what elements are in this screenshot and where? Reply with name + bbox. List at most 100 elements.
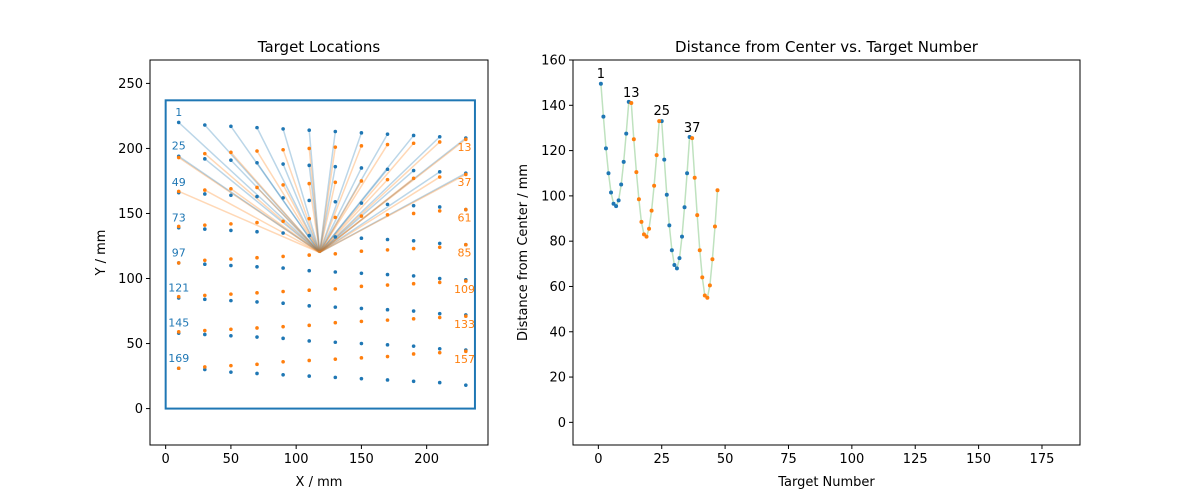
peak-annotation: 37: [684, 121, 701, 136]
blue-distance-point: [680, 234, 685, 239]
orange-target-point: [203, 151, 207, 156]
orange-distance-point: [631, 137, 636, 142]
blue-target-point: [255, 160, 259, 165]
blue-target-point: [464, 383, 468, 387]
target-ray: [178, 155, 321, 254]
blue-target-point: [255, 265, 259, 269]
orange-target-point: [255, 149, 259, 153]
blue-distance-point: [603, 146, 608, 151]
orange-target-point: [333, 252, 338, 256]
blue-target-point: [307, 339, 312, 343]
left-y-axis-label: Y / mm: [94, 230, 109, 277]
blue-distance-point: [616, 198, 621, 203]
right-x-tick-label: 125: [903, 452, 928, 467]
orange-target-point: [385, 142, 390, 147]
orange-target-point: [281, 147, 285, 152]
left-y-tick-label: 250: [118, 77, 143, 92]
orange-target-point: [281, 219, 285, 224]
target-number-label: 145: [168, 317, 189, 330]
orange-distance-point: [634, 170, 639, 175]
blue-target-point: [307, 374, 312, 378]
blue-target-point: [333, 305, 338, 309]
right-x-axis-label: Target Number: [777, 475, 875, 490]
target-ray: [308, 183, 321, 253]
orange-distance-point: [639, 219, 644, 224]
blue-target-point: [281, 196, 285, 200]
orange-target-point: [411, 317, 416, 321]
orange-target-point: [333, 357, 338, 361]
blue-distance-point: [624, 131, 629, 136]
orange-target-point: [176, 224, 181, 229]
target-number-label: 109: [454, 283, 475, 296]
orange-distance-point: [710, 257, 715, 262]
orange-target-point: [229, 363, 233, 368]
blue-target-point: [203, 157, 207, 161]
blue-target-point: [229, 370, 233, 374]
blue-distance-point: [664, 192, 669, 197]
blue-target-point: [411, 203, 416, 208]
blue-target-point: [255, 335, 259, 339]
orange-distance-point: [700, 275, 705, 280]
orange-distance-point: [712, 224, 717, 229]
left-chart-title: Target Locations: [257, 38, 381, 56]
blue-distance-point: [672, 262, 677, 267]
orange-target-point: [411, 176, 416, 181]
target-ray: [319, 169, 415, 254]
blue-target-point: [229, 333, 233, 338]
left-y-tick-label: 150: [118, 207, 143, 222]
target-ray: [282, 163, 321, 253]
target-ray: [178, 156, 321, 254]
orange-target-point: [333, 287, 338, 291]
blue-target-point: [385, 237, 390, 242]
blue-target-point: [203, 262, 207, 267]
target-number-label: 133: [454, 318, 475, 331]
orange-distance-point: [647, 226, 652, 231]
blue-target-point: [229, 263, 233, 268]
orange-target-point: [464, 314, 468, 319]
orange-target-point: [176, 189, 181, 194]
blue-distance-point: [662, 157, 667, 162]
right-y-tick-label: 100: [541, 189, 566, 204]
orange-target-point: [255, 185, 259, 190]
blue-target-point: [411, 379, 416, 384]
orange-target-point: [437, 280, 442, 285]
blue-target-point: [255, 229, 259, 234]
blue-distance-point: [682, 205, 687, 210]
blue-distance-point: [601, 114, 606, 119]
orange-target-point: [411, 246, 416, 251]
right-chart-panel: 0 25 50 75 100 125 150 175020406080100120140160…: [516, 38, 1081, 490]
left-x-tick-label: 200: [414, 452, 439, 467]
left-x-tick-label: 100: [284, 452, 309, 467]
blue-target-point: [437, 346, 442, 351]
blue-target-point: [333, 164, 338, 169]
blue-target-point: [411, 344, 416, 348]
blue-target-point: [359, 341, 364, 346]
target-number-label: 121: [168, 282, 189, 295]
blue-target-point: [411, 309, 416, 313]
orange-target-point: [255, 255, 259, 260]
target-ray: [230, 151, 321, 253]
blue-target-point: [281, 301, 285, 306]
orange-target-point: [359, 179, 364, 183]
blue-target-point: [359, 306, 364, 311]
orange-target-point: [437, 140, 442, 144]
blue-target-point: [437, 134, 442, 139]
orange-target-point: [307, 253, 312, 257]
target-ray: [319, 142, 415, 253]
blue-target-point: [203, 227, 207, 231]
blue-target-point: [333, 270, 338, 274]
orange-target-point: [307, 181, 312, 186]
target-ray: [319, 179, 389, 254]
orange-target-point: [333, 215, 338, 220]
orange-target-point: [307, 358, 312, 363]
target-ray: [256, 186, 321, 254]
orange-target-point: [385, 248, 390, 252]
blue-target-point: [437, 241, 442, 246]
target-ray: [204, 189, 321, 254]
orange-target-point: [333, 145, 338, 149]
target-ray: [230, 159, 321, 254]
orange-distance-point: [657, 119, 662, 124]
blue-target-point: [359, 376, 364, 381]
right-x-tick-label: 50: [717, 452, 734, 467]
orange-target-point: [411, 211, 416, 216]
